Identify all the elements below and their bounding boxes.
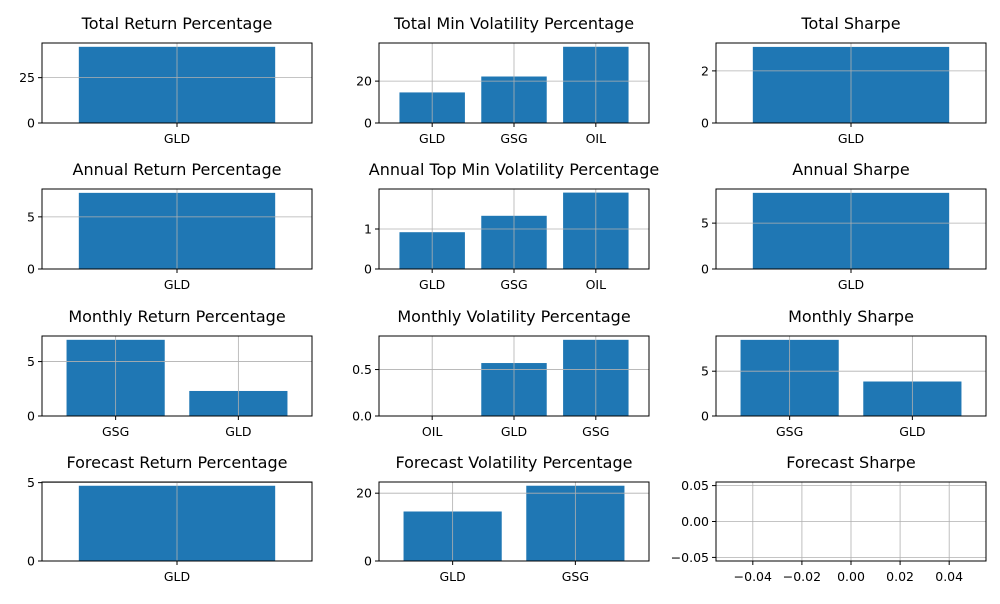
y-tick-label: 20 [356,486,372,501]
y-tick-label: 1 [364,222,372,237]
x-tick-label: 0.04 [935,569,963,584]
x-tick-label: GLD [838,131,864,146]
y-tick-label: 5 [701,216,709,231]
x-tick-label: −0.04 [734,569,772,584]
x-tick-label: GSG [500,277,527,292]
x-tick-label: GLD [838,277,864,292]
subplot-title: Total Sharpe [800,14,900,33]
subplot-8: Monthly Volatility Percentage 0.0 0.5 OIL GL… [352,307,650,439]
subplot-title: Monthly Return Percentage [68,307,285,326]
subplot-5: Annual Top Min Volatility Percentage 0 1 GL… [364,160,659,292]
subplot-4: Annual Return Percentage 0 5 GLD [27,160,313,292]
subplot-title: Monthly Sharpe [788,307,914,326]
subplot-title: Monthly Volatility Percentage [397,307,630,326]
x-tick-label: GLD [225,424,251,439]
y-tick-label: 5 [27,209,35,224]
subplot-7: Monthly Return Percentage 0 5 GSG GLD [27,307,313,439]
axes-frame [715,335,987,417]
subplot-6: Annual Sharpe 0 5 GLD [701,160,987,292]
x-tick-label: GLD [439,569,465,584]
y-tick-label: 0 [364,116,372,131]
x-tick-label: GLD [164,277,190,292]
x-tick-label: GLD [899,424,925,439]
y-tick-label: 5 [27,475,35,490]
subplot-title: Forecast Volatility Percentage [396,453,633,472]
x-tick-label: 0.02 [886,569,914,584]
x-tick-label: GSG [500,131,527,146]
subplot-title: Forecast Sharpe [786,453,915,472]
subplot-10: Forecast Return Percentage 0 5 GLD [27,453,313,584]
y-tick-label: 2 [701,63,709,78]
subplot-title: Total Min Volatility Percentage [393,14,634,33]
x-tick-label: GLD [164,569,190,584]
subplot-9: Monthly Sharpe 0 5 GSG GLD [701,307,987,439]
x-tick-label: GLD [419,277,445,292]
y-tick-label: 0 [27,116,35,131]
subplot-1: Total Return Percentage 0 25 GLD [19,14,313,146]
x-tick-label: 0.00 [837,569,865,584]
y-tick-label: 0 [27,554,35,569]
subplot-11: Forecast Volatility Percentage 0 20 GLD GSG [356,453,650,584]
subplot-2: Total Min Volatility Percentage 0 20 GLD GSG… [356,14,650,146]
subplot-3: Total Sharpe 0 2 GLD [701,14,987,146]
y-tick-label: 0.0 [352,409,372,424]
x-tick-label: OIL [422,424,443,439]
x-tick-label: OIL [586,131,607,146]
subplot-title: Annual Sharpe [792,160,909,179]
y-tick-label: 20 [356,74,372,89]
y-tick-label: 5 [701,364,709,379]
axes-frame [41,335,313,417]
subplot-title: Annual Return Percentage [73,160,282,179]
y-tick-label: −0.05 [671,550,709,565]
subplot-title: Forecast Return Percentage [67,453,288,472]
y-tick-label: 0 [364,554,372,569]
x-tick-label: GLD [501,424,527,439]
x-tick-label: −0.02 [783,569,821,584]
y-tick-label: 25 [19,70,35,85]
x-tick-label: GLD [419,131,445,146]
subplot-12: Forecast Sharpe −0.05 0.00 0.05 −0.04 −0.02 0.… [671,453,987,584]
axes-frame [378,481,650,562]
y-tick-label: 0 [27,409,35,424]
x-tick-label: GSG [776,424,803,439]
y-tick-label: 0 [364,262,372,277]
y-tick-label: 0.5 [352,362,372,377]
y-tick-label: 0.05 [681,478,709,493]
x-tick-label: GSG [562,569,589,584]
y-tick-label: 5 [27,354,35,369]
x-tick-label: OIL [586,277,607,292]
subplot-title: Total Return Percentage [81,14,273,33]
x-tick-label: GLD [164,131,190,146]
subplot-title: Annual Top Min Volatility Percentage [369,160,659,179]
y-tick-label: 0 [27,262,35,277]
y-tick-label: 0 [701,262,709,277]
x-tick-label: GSG [102,424,129,439]
y-tick-label: 0.00 [681,514,709,529]
x-tick-label: GSG [582,424,609,439]
y-tick-label: 0 [701,116,709,131]
y-tick-label: 0 [701,409,709,424]
